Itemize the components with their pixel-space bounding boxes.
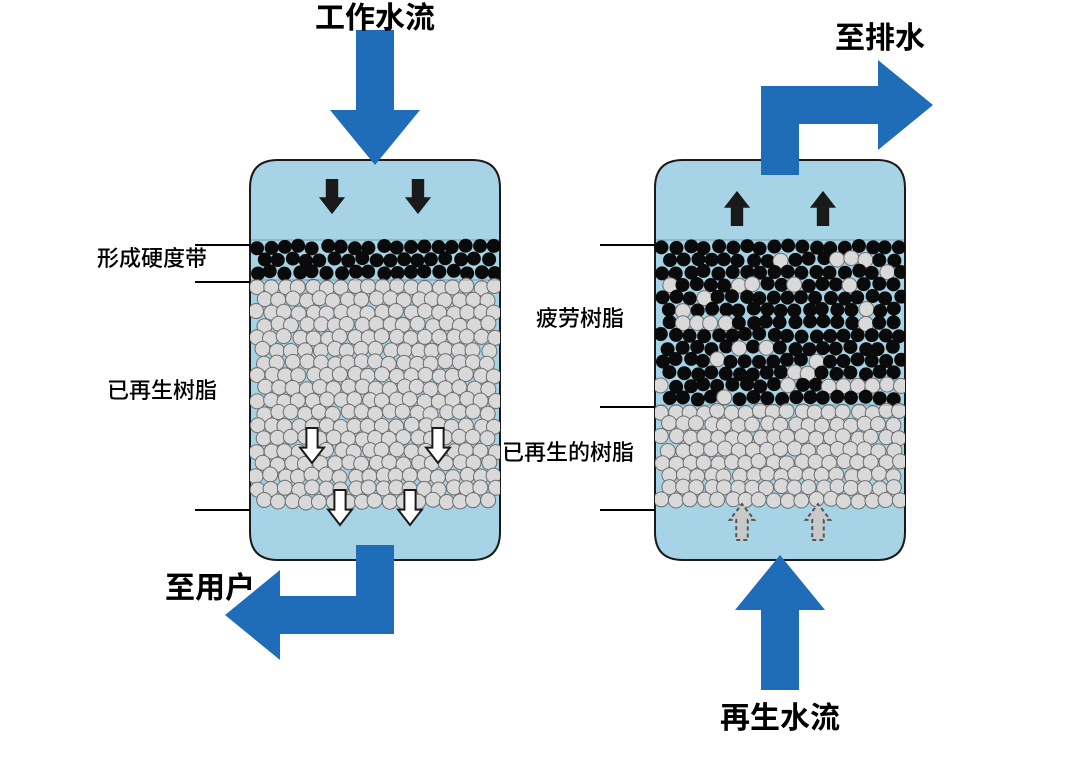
right-out-label: 至排水: [835, 13, 925, 57]
left-side-label-0: 形成硬度带: [97, 241, 207, 273]
right-outflow-arrow: [761, 60, 933, 175]
left-inflow-arrow: [330, 30, 420, 165]
right-side-label-0: 疲劳树脂: [536, 301, 624, 333]
right-beads: [653, 239, 908, 509]
right-side-label-1: 已再生的树脂: [502, 435, 634, 467]
left-side-label-1: 已再生树脂: [107, 373, 217, 405]
left-in-label: 工作水流: [315, 0, 435, 37]
right-in-label: 再生水流: [720, 693, 840, 737]
right-inflow-arrow: [735, 555, 825, 690]
left-out-label: 至用户: [165, 563, 255, 607]
